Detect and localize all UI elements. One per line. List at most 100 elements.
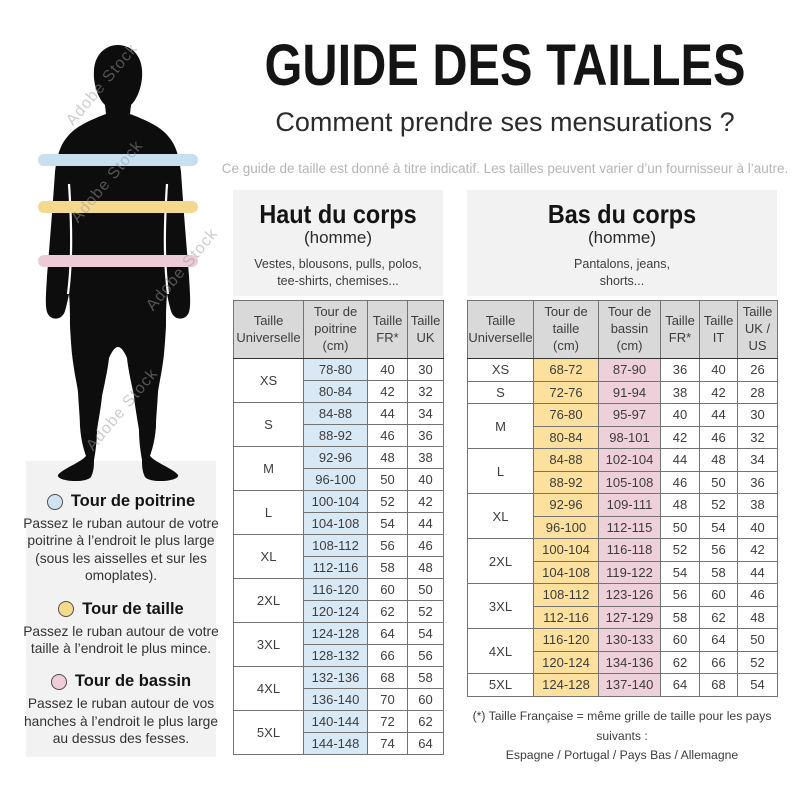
value-cell: 100-104 (303, 490, 368, 513)
page-title: GUIDE DES TAILLES (264, 33, 746, 98)
value-cell: 64 (699, 628, 738, 652)
value-cell: 140-144 (303, 710, 368, 733)
size-cell: 2XL (233, 578, 304, 623)
value-cell: 132-136 (303, 666, 368, 689)
lower-body-title: Bas du corps (547, 199, 697, 229)
value-cell: 72 (367, 710, 408, 733)
value-cell: 40 (407, 468, 444, 491)
value-cell: 60 (660, 628, 700, 652)
value-cell: 74 (367, 732, 408, 755)
value-cell: 54 (737, 673, 778, 697)
value-cell: 44 (407, 512, 444, 535)
value-cell: 112-116 (303, 556, 368, 579)
upper-body-header: Haut du corps (homme) Vestes, blousons, … (233, 190, 443, 296)
table-row: 96-100 112-115 50 54 40 (468, 515, 778, 539)
value-cell: 112-115 (598, 515, 661, 539)
legend-text-waist: Passez le ruban autour de votre taille à… (23, 623, 219, 656)
table-row: 120-124 134-136 62 66 52 (468, 650, 778, 674)
value-cell: 66 (699, 650, 738, 674)
table-row: 3XL 108-112 123-126 56 60 46 (467, 583, 778, 629)
table-row: L 100-104 52 42 (233, 490, 444, 535)
value-cell: 30 (407, 358, 444, 381)
value-cell: 50 (367, 468, 408, 491)
value-cell: 108-112 (533, 583, 599, 607)
upper-body-title: Haut du corps (259, 199, 417, 229)
table-row: 104-108 54 44 (234, 512, 444, 535)
size-cell: 5XL (233, 710, 304, 755)
size-cell: L (467, 448, 534, 494)
column-header: Taille UK (407, 300, 444, 359)
column-header: Tour de taille (cm) (533, 300, 599, 359)
value-cell: 124-128 (303, 622, 368, 645)
value-cell: 88-92 (303, 424, 368, 447)
value-cell: 68 (699, 673, 738, 697)
column-header: Taille UK / US (737, 300, 778, 359)
size-cell: M (233, 446, 304, 491)
value-cell: 84-88 (303, 402, 368, 425)
page-subtitle: Comment prendre ses mensurations ? (275, 106, 735, 137)
table-row: 128-132 66 56 (234, 644, 444, 667)
value-cell: 68-72 (533, 358, 599, 382)
value-cell: 64 (367, 622, 408, 645)
lower-body-header: Bas du corps (homme) Pantalons, jeans, s… (467, 190, 777, 296)
table-row: M 92-96 48 38 (233, 446, 444, 491)
value-cell: 116-120 (533, 628, 599, 652)
value-cell: 64 (660, 673, 700, 697)
value-cell: 62 (660, 650, 700, 674)
value-cell: 48 (699, 448, 738, 472)
value-cell: 50 (407, 578, 444, 601)
value-cell: 87-90 (598, 358, 661, 382)
value-cell: 46 (407, 534, 444, 557)
size-cell: 4XL (467, 628, 534, 674)
value-cell: 50 (699, 470, 738, 494)
table-row: 4XL 116-120 130-133 60 64 50 (467, 628, 778, 674)
value-cell: 54 (407, 622, 444, 645)
value-cell: 44 (737, 560, 778, 584)
value-cell: 34 (737, 448, 778, 472)
value-cell: 120-124 (303, 600, 368, 623)
size-cell: XS (467, 358, 534, 382)
value-cell: 42 (737, 538, 778, 562)
value-cell: 48 (407, 556, 444, 579)
table-row: XS 68-72 87-90 36 40 26 (467, 358, 778, 382)
column-header: Taille Universelle (233, 300, 304, 359)
column-header: Taille IT (699, 300, 738, 359)
upper-body-size-table: Taille Universelle Tour de poitrine (cm) T… (233, 300, 444, 755)
value-cell: 137-140 (598, 673, 661, 697)
measurement-legend-panel: Tour de poitrine Passez le ruban autour … (23, 461, 219, 757)
table-row: 80-84 42 32 (234, 380, 444, 403)
value-cell: 46 (367, 424, 408, 447)
value-cell: 123-126 (598, 583, 661, 607)
column-header: Tour de bassin (cm) (598, 300, 661, 359)
value-cell: 36 (737, 470, 778, 494)
value-cell: 32 (737, 425, 778, 449)
table-row: S 72-76 91-94 38 42 28 (467, 380, 778, 404)
value-cell: 62 (699, 605, 738, 629)
value-cell: 32 (407, 380, 444, 403)
value-cell: 128-132 (303, 644, 368, 667)
waist-measure-dot-icon (58, 601, 75, 617)
table-row: L 84-88 102-104 44 48 34 (467, 448, 778, 494)
disclaimer-text: Ce guide de taille est donné à titre ind… (221, 160, 789, 176)
value-cell: 134-136 (598, 650, 661, 674)
value-cell: 130-133 (598, 628, 661, 652)
value-cell: 38 (737, 493, 778, 517)
column-header: Tour de poitrine (cm) (303, 300, 368, 359)
size-cell: XL (233, 534, 304, 579)
table-row: 3XL 124-128 64 54 (233, 622, 444, 667)
table-row: 112-116 58 48 (234, 556, 444, 579)
table-row: 88-92 105-108 46 50 36 (468, 470, 778, 494)
table-row: 2XL 116-120 60 50 (233, 578, 444, 623)
table-row: 80-84 98-101 42 46 32 (468, 425, 778, 449)
value-cell: 52 (699, 493, 738, 517)
value-cell: 108-112 (303, 534, 368, 557)
size-cell: 3XL (467, 583, 534, 629)
legend-item-waist: Tour de taille Passez le ruban autour de… (21, 600, 221, 658)
value-cell: 54 (660, 560, 700, 584)
size-cell: M (467, 403, 534, 449)
value-cell: 96-100 (533, 515, 599, 539)
footnote-line1: (*) Taille Française = même grille de ta… (472, 709, 772, 743)
table-row: 120-124 62 52 (234, 600, 444, 623)
lower-body-description: Pantalons, jeans, shorts... (574, 257, 670, 288)
